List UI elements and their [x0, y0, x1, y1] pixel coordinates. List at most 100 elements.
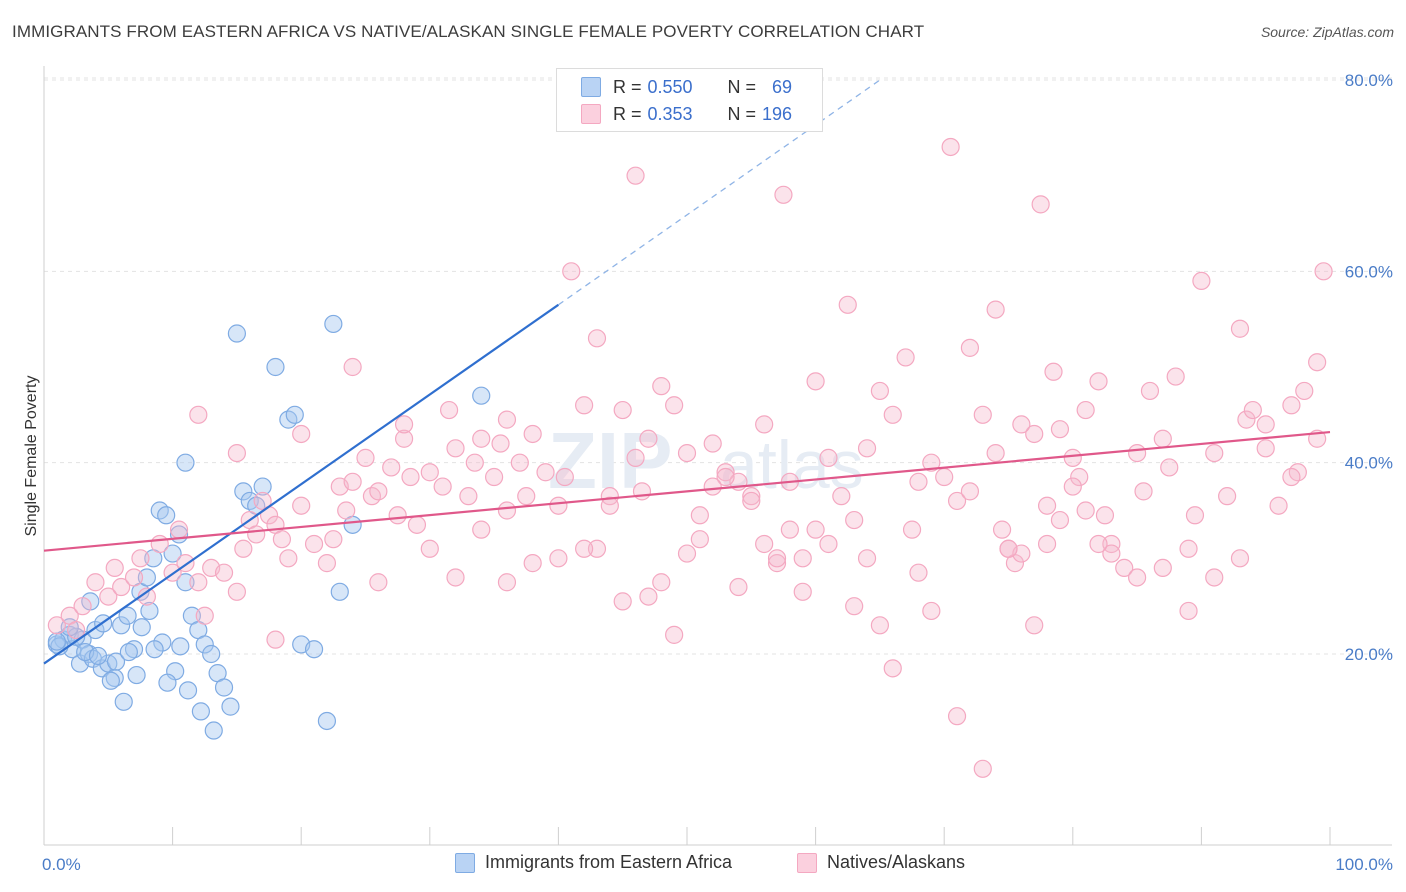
- data-point-natives: [613, 400, 632, 420]
- data-point-natives: [1127, 444, 1147, 463]
- bottom-legend-label-immigrants: Immigrants from Eastern Africa: [485, 852, 733, 872]
- y-tick-label: 60.0%: [1345, 262, 1393, 281]
- data-point-natives: [1050, 420, 1070, 439]
- data-point-natives: [632, 482, 652, 501]
- data-point-natives: [420, 463, 439, 482]
- data-point-natives: [472, 520, 491, 539]
- data-point-natives: [304, 534, 324, 554]
- data-point-natives: [292, 424, 311, 444]
- data-point-natives: [1031, 195, 1050, 214]
- data-point-immigrants: [112, 616, 131, 635]
- data-point-natives: [1218, 487, 1237, 506]
- data-point-natives: [317, 554, 337, 573]
- data-point-natives: [1134, 482, 1153, 501]
- data-point-natives: [909, 472, 928, 491]
- y-axis-title: Single Female Poverty: [23, 376, 40, 537]
- data-point-natives: [774, 185, 793, 204]
- data-point-natives: [1256, 415, 1275, 434]
- data-point-immigrants: [157, 506, 176, 525]
- data-point-natives: [960, 338, 980, 357]
- data-point-natives: [1230, 549, 1250, 568]
- data-point-natives: [189, 405, 208, 424]
- data-point-natives: [716, 463, 735, 482]
- data-point-natives: [485, 467, 504, 487]
- data-point-natives: [832, 487, 851, 506]
- data-point-natives: [510, 453, 529, 472]
- data-point-natives: [1230, 319, 1250, 338]
- data-point-immigrants: [119, 642, 138, 662]
- data-point-natives: [922, 601, 941, 621]
- data-point-natives: [1192, 271, 1211, 290]
- x-tick-label: 100.0%: [1335, 855, 1393, 874]
- data-point-natives: [716, 467, 735, 487]
- data-point-natives: [343, 472, 362, 491]
- data-point-natives: [497, 573, 517, 592]
- data-point-natives: [992, 520, 1012, 539]
- data-point-natives: [845, 597, 864, 616]
- data-point-natives: [1115, 558, 1134, 578]
- data-point-natives: [703, 434, 722, 453]
- data-point-natives: [883, 405, 902, 424]
- data-point-natives: [665, 396, 684, 415]
- data-point-natives: [973, 759, 992, 778]
- data-point-immigrants: [176, 573, 195, 592]
- data-point-natives: [639, 429, 658, 448]
- legend-n-label: N =: [727, 103, 757, 124]
- data-point-natives: [214, 563, 234, 582]
- data-point-natives: [1205, 444, 1224, 463]
- data-point-natives: [690, 506, 709, 525]
- data-point-immigrants: [330, 582, 349, 601]
- legend-row-natives: R = 0.353 N = 196: [581, 102, 792, 126]
- data-point-natives: [587, 329, 607, 348]
- data-point-natives: [401, 467, 420, 487]
- data-point-natives: [497, 501, 517, 520]
- data-point-natives: [639, 587, 658, 606]
- data-point-natives: [86, 573, 105, 592]
- data-point-natives: [420, 539, 439, 558]
- data-point-natives: [1243, 400, 1262, 420]
- data-point-immigrants: [191, 702, 210, 721]
- data-point-natives: [1089, 372, 1108, 391]
- data-point-immigrants: [266, 357, 285, 377]
- data-point-natives: [433, 477, 452, 496]
- tick-labels: 20.0% 40.0% 60.0% 80.0% 0.0% 100.0%: [42, 71, 1393, 874]
- data-point-natives: [626, 448, 645, 467]
- data-point-natives: [555, 467, 574, 487]
- axes: [43, 66, 1392, 846]
- data-point-natives: [922, 453, 941, 472]
- data-point-natives: [497, 410, 517, 429]
- data-point-natives: [446, 568, 465, 587]
- data-point-natives: [767, 554, 787, 573]
- data-point-natives: [549, 549, 568, 568]
- data-point-natives: [523, 554, 542, 573]
- data-point-natives: [845, 510, 864, 530]
- data-point-immigrants: [158, 673, 177, 692]
- data-point-natives: [105, 558, 124, 578]
- data-point-immigrants: [202, 644, 221, 664]
- data-point-natives: [613, 592, 632, 611]
- data-point-natives: [600, 496, 619, 515]
- data-point-natives: [652, 377, 671, 396]
- legend-r-label: R =: [613, 103, 642, 124]
- data-point-natives: [1070, 467, 1089, 487]
- legend-r-value: 0.550: [647, 76, 693, 97]
- data-point-natives: [465, 453, 484, 472]
- data-point-natives: [1237, 410, 1256, 429]
- data-point-natives: [1037, 534, 1057, 554]
- data-point-natives: [883, 659, 902, 678]
- data-point-natives: [394, 429, 414, 448]
- series-immigrants-points: [47, 314, 491, 740]
- data-point-immigrants: [176, 453, 195, 472]
- data-point-natives: [626, 166, 645, 185]
- bottom-legend-swatch-immigrants: [455, 852, 475, 873]
- data-point-natives: [1153, 429, 1172, 448]
- data-point-natives: [67, 620, 86, 640]
- data-point-immigrants: [324, 314, 343, 334]
- data-point-natives: [446, 439, 465, 458]
- source-label: Source: ZipAtlas.com: [1260, 24, 1394, 40]
- data-point-natives: [1076, 501, 1095, 520]
- data-point-natives: [1153, 558, 1172, 578]
- data-point-natives: [1179, 539, 1198, 558]
- data-point-natives: [189, 573, 208, 592]
- data-point-immigrants: [124, 640, 144, 659]
